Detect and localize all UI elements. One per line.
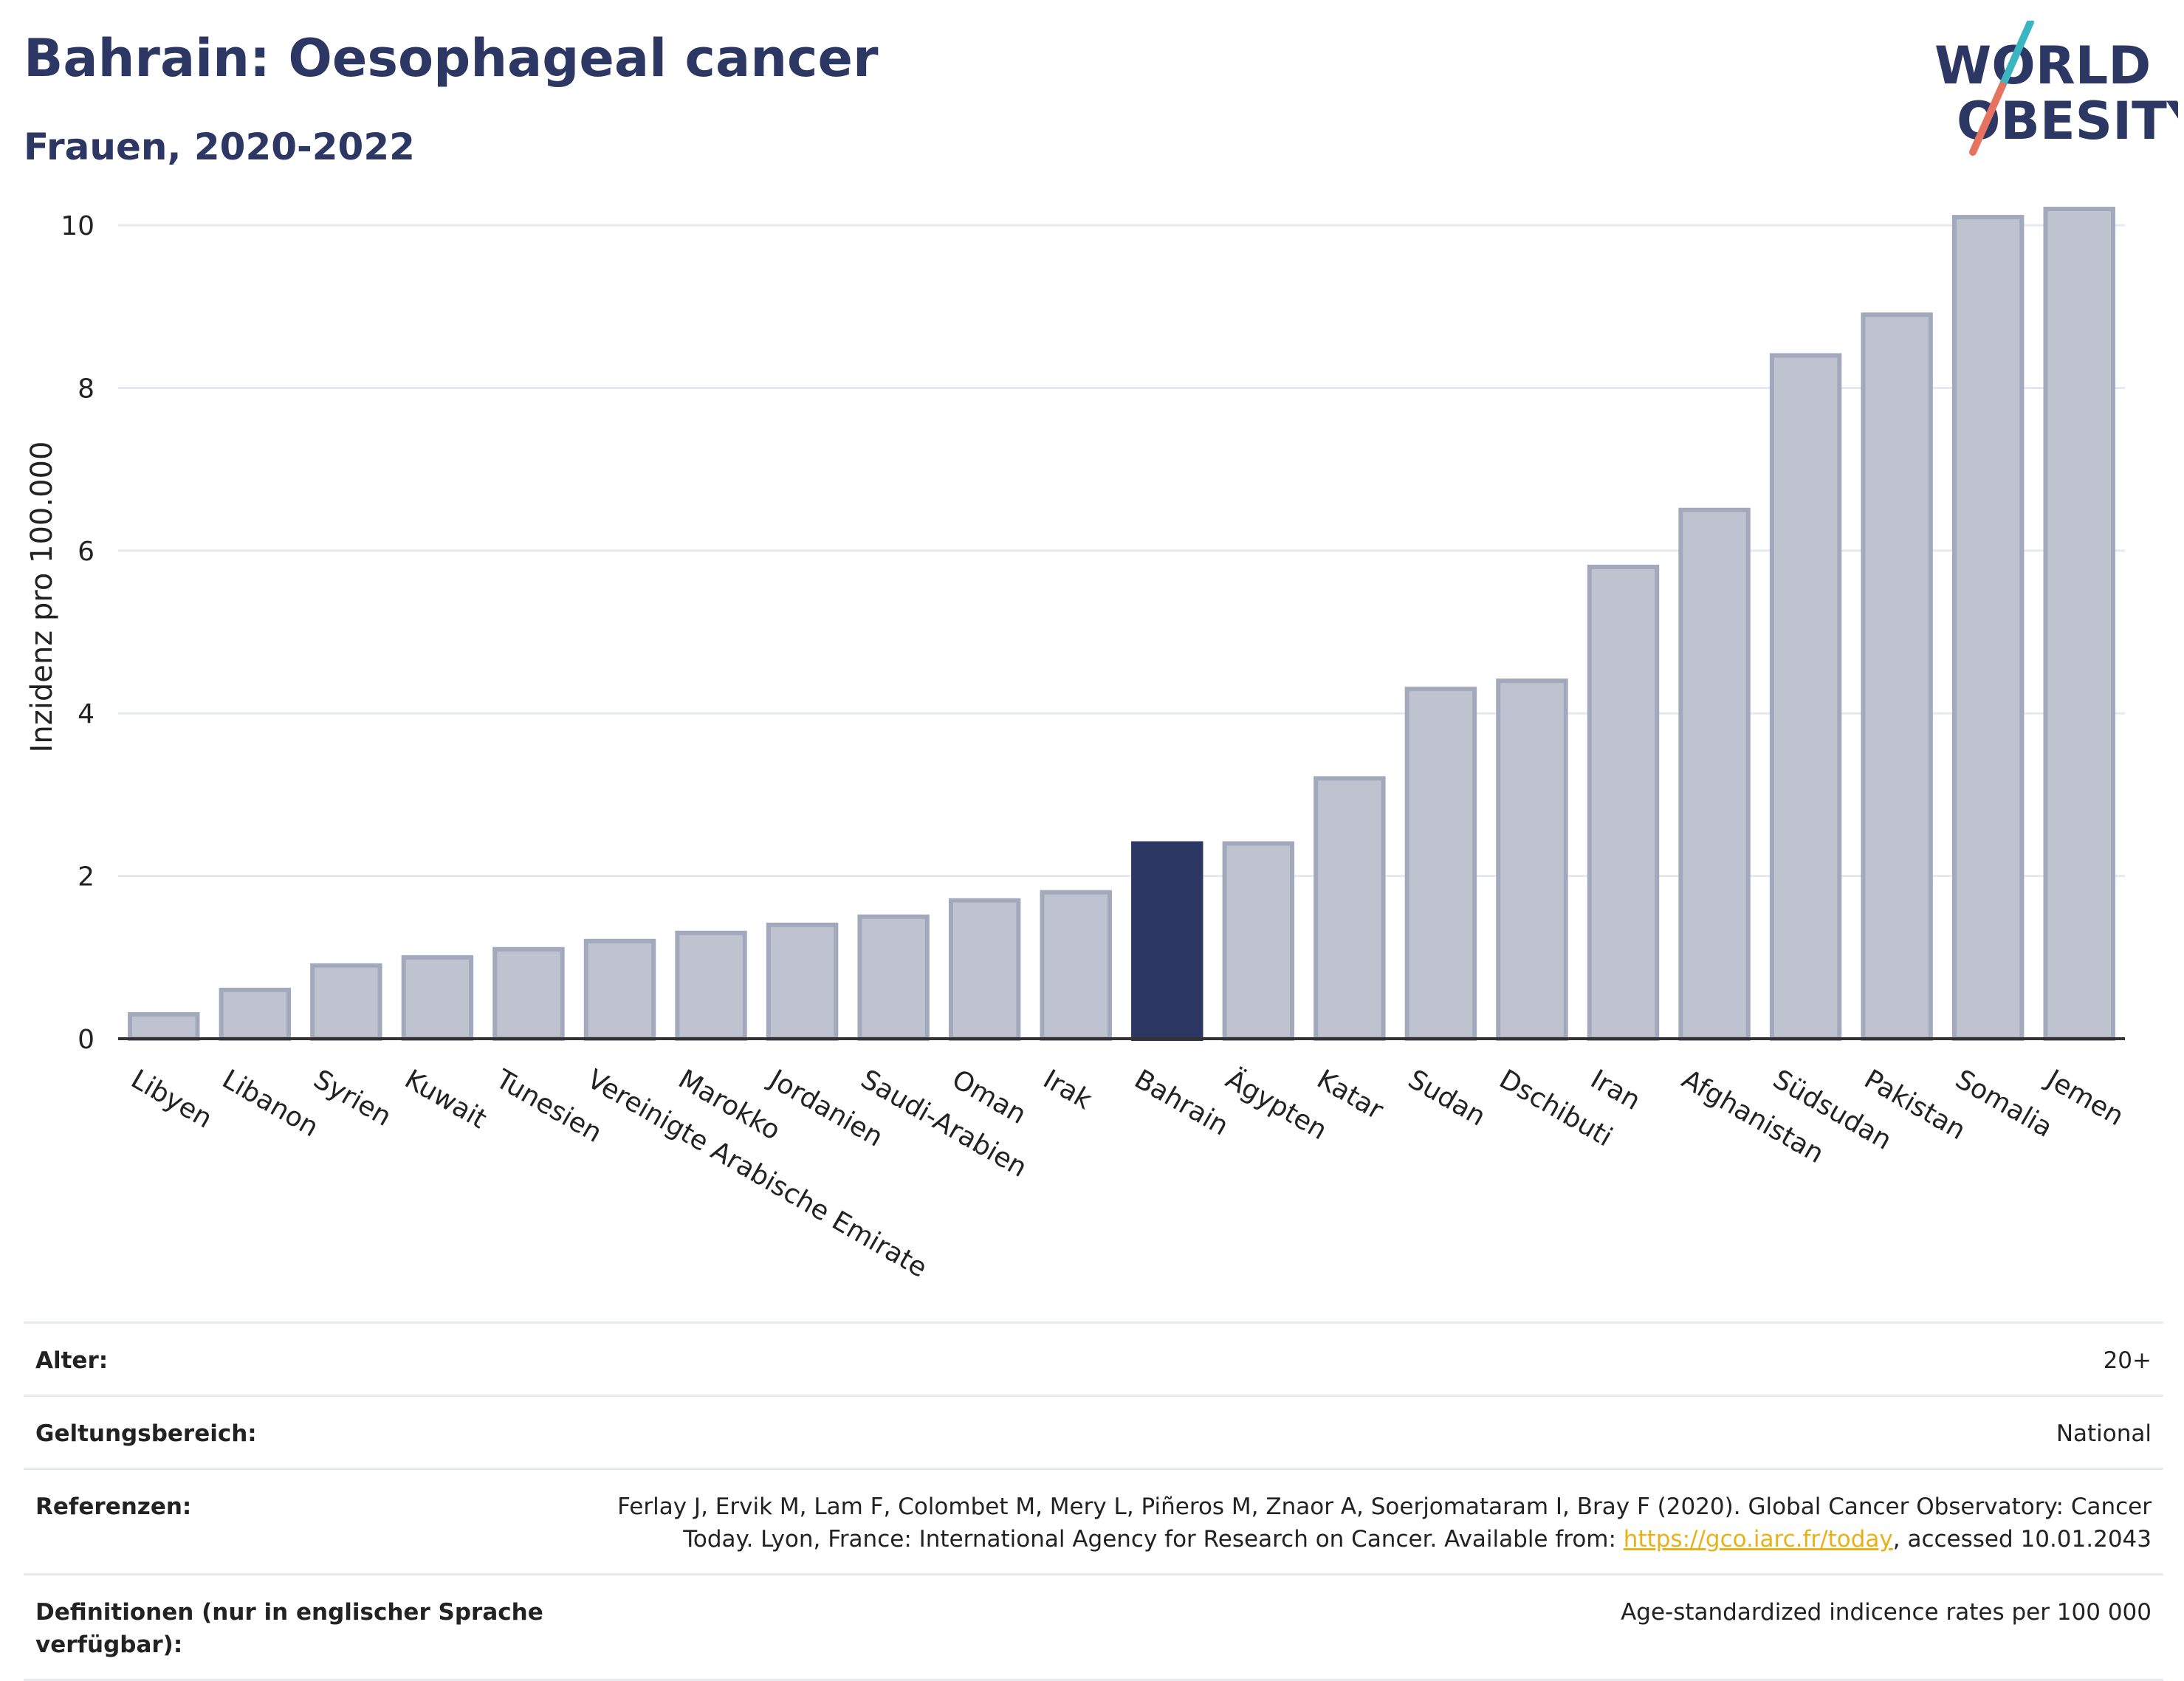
- bar: [310, 963, 382, 1042]
- scope-label: Geltungsbereich:: [35, 1420, 257, 1447]
- x-tick-label: Sudan: [1403, 1064, 1491, 1132]
- logo-slash-teal: [1999, 21, 2034, 89]
- x-tick-label: Iran: [1585, 1064, 1645, 1116]
- bar: [857, 914, 930, 1041]
- references-accessed: , accessed 10.01.2043: [1892, 1526, 2152, 1553]
- chart-title: Bahrain: Oesophageal cancer: [24, 28, 879, 89]
- definitions-label: Definitionen (nur in englischer Sprache …: [35, 1599, 543, 1658]
- scope-value: National: [2056, 1420, 2152, 1447]
- x-tick-label: Kuwait: [399, 1064, 492, 1135]
- y-tick-label: 4: [78, 699, 95, 729]
- bar: [2043, 207, 2115, 1041]
- bar: [948, 898, 1021, 1041]
- y-tick-label: 2: [78, 862, 95, 893]
- bar: [219, 987, 292, 1042]
- age-label: Alter:: [35, 1347, 109, 1374]
- bar: [401, 955, 474, 1042]
- bar: [583, 938, 656, 1042]
- world-obesity-logo: WORLD OBESITY: [1934, 21, 2178, 156]
- x-tick-label: Irak: [1038, 1064, 1097, 1115]
- bar: [1222, 841, 1295, 1041]
- age-value: 20+: [2103, 1347, 2152, 1374]
- bar: [1314, 776, 1386, 1042]
- y-tick-label: 10: [61, 211, 95, 241]
- bar: [1404, 687, 1477, 1042]
- x-tick-label: Somalia: [1950, 1064, 2057, 1144]
- definitions-value: Age-standardized indicence rates per 100…: [1621, 1599, 2152, 1626]
- x-tick-label: Bahrain: [1129, 1064, 1233, 1141]
- metadata-table: Alter: 20+ Geltungsbereich: National Ref…: [24, 1321, 2163, 1681]
- bar: [766, 922, 839, 1041]
- logo-line-1: WORLD: [1934, 35, 2151, 96]
- bar: [128, 1011, 200, 1042]
- references-text: Ferlay J, Ervik M, Lam F, Colombet M, Me…: [617, 1493, 2152, 1553]
- meta-row-references: Referenzen: Ferlay J, Ervik M, Lam F, Co…: [24, 1468, 2163, 1573]
- bar: [1861, 312, 1933, 1041]
- bar: [1496, 678, 1568, 1042]
- bar: [492, 946, 565, 1042]
- bar: [1951, 215, 2025, 1042]
- bar-highlighted: [1131, 841, 1203, 1041]
- bar: [1769, 353, 1842, 1041]
- bar: [1678, 507, 1751, 1041]
- references-label: Referenzen:: [35, 1493, 192, 1520]
- x-tick-label: Syrien: [309, 1064, 396, 1132]
- y-axis-label: Inzidenz pro 100.000: [25, 441, 59, 753]
- y-tick-label: 0: [78, 1025, 95, 1055]
- meta-row-scope: Geltungsbereich: National: [24, 1395, 2163, 1468]
- y-tick-label: 8: [78, 374, 95, 404]
- x-tick-label: Ägypten: [1220, 1064, 1333, 1147]
- meta-row-definitions: Definitionen (nur in englischer Sprache …: [24, 1573, 2163, 1681]
- x-tick-label: Libanon: [217, 1064, 323, 1143]
- references-link[interactable]: https://gco.iarc.fr/today: [1623, 1526, 1893, 1553]
- bars: [128, 207, 2115, 1042]
- chart-subtitle: Frauen, 2020-2022: [24, 126, 415, 168]
- bar: [675, 930, 747, 1042]
- y-tick-label: 6: [78, 537, 95, 567]
- logo-slash-red: [1969, 82, 2006, 156]
- bar: [1040, 890, 1112, 1041]
- bar: [1587, 564, 1660, 1041]
- references-value: Ferlay J, Ervik M, Lam F, Colombet M, Me…: [564, 1491, 2152, 1555]
- y-tick-labels: 0 2 4 6 8 10: [61, 211, 95, 1055]
- x-tick-label: Libyen: [126, 1064, 217, 1134]
- meta-row-age: Alter: 20+: [24, 1321, 2163, 1395]
